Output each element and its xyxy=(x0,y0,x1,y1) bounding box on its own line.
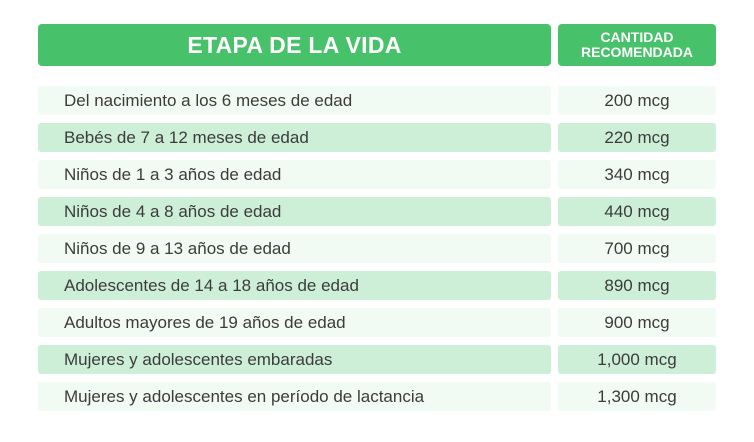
table-row: Mujeres y adolescentes embaradas 1,000 m… xyxy=(38,345,716,374)
stage-cell: Niños de 4 a 8 años de edad xyxy=(38,197,551,226)
amount-cell: 440 mcg xyxy=(558,197,716,226)
table-row: Mujeres y adolescentes en período de lac… xyxy=(38,382,716,411)
table-body: Del nacimiento a los 6 meses de edad 200… xyxy=(38,86,716,419)
stage-header-label: ETAPA DE LA VIDA xyxy=(187,31,402,58)
table-row: Niños de 1 a 3 años de edad 340 mcg xyxy=(38,160,716,189)
amount-column-header: CANTIDAD RECOMENDADA xyxy=(558,24,716,66)
amount-header-line1: CANTIDAD xyxy=(600,29,674,45)
amount-cell: 890 mcg xyxy=(558,271,716,300)
amount-cell: 340 mcg xyxy=(558,160,716,189)
amount-header-line2: RECOMENDADA xyxy=(581,44,693,60)
stage-cell: Mujeres y adolescentes embaradas xyxy=(38,345,551,374)
table-row: Niños de 4 a 8 años de edad 440 mcg xyxy=(38,197,716,226)
amount-cell: 900 mcg xyxy=(558,308,716,337)
stage-cell: Adolescentes de 14 a 18 años de edad xyxy=(38,271,551,300)
table-row: Del nacimiento a los 6 meses de edad 200… xyxy=(38,86,716,115)
table-row: Adultos mayores de 19 años de edad 900 m… xyxy=(38,308,716,337)
amount-cell: 1,300 mcg xyxy=(558,382,716,411)
stage-cell: Niños de 1 a 3 años de edad xyxy=(38,160,551,189)
stage-cell: Niños de 9 a 13 años de edad xyxy=(38,234,551,263)
table-row: Niños de 9 a 13 años de edad 700 mcg xyxy=(38,234,716,263)
stage-cell: Adultos mayores de 19 años de edad xyxy=(38,308,551,337)
stage-column-header: ETAPA DE LA VIDA xyxy=(38,24,551,66)
amount-cell: 700 mcg xyxy=(558,234,716,263)
stage-cell: Bebés de 7 a 12 meses de edad xyxy=(38,123,551,152)
table-row: Bebés de 7 a 12 meses de edad 220 mcg xyxy=(38,123,716,152)
amount-cell: 200 mcg xyxy=(558,86,716,115)
table-row: Adolescentes de 14 a 18 años de edad 890… xyxy=(38,271,716,300)
amount-cell: 1,000 mcg xyxy=(558,345,716,374)
stage-cell: Del nacimiento a los 6 meses de edad xyxy=(38,86,551,115)
stage-cell: Mujeres y adolescentes en período de lac… xyxy=(38,382,551,411)
amount-cell: 220 mcg xyxy=(558,123,716,152)
